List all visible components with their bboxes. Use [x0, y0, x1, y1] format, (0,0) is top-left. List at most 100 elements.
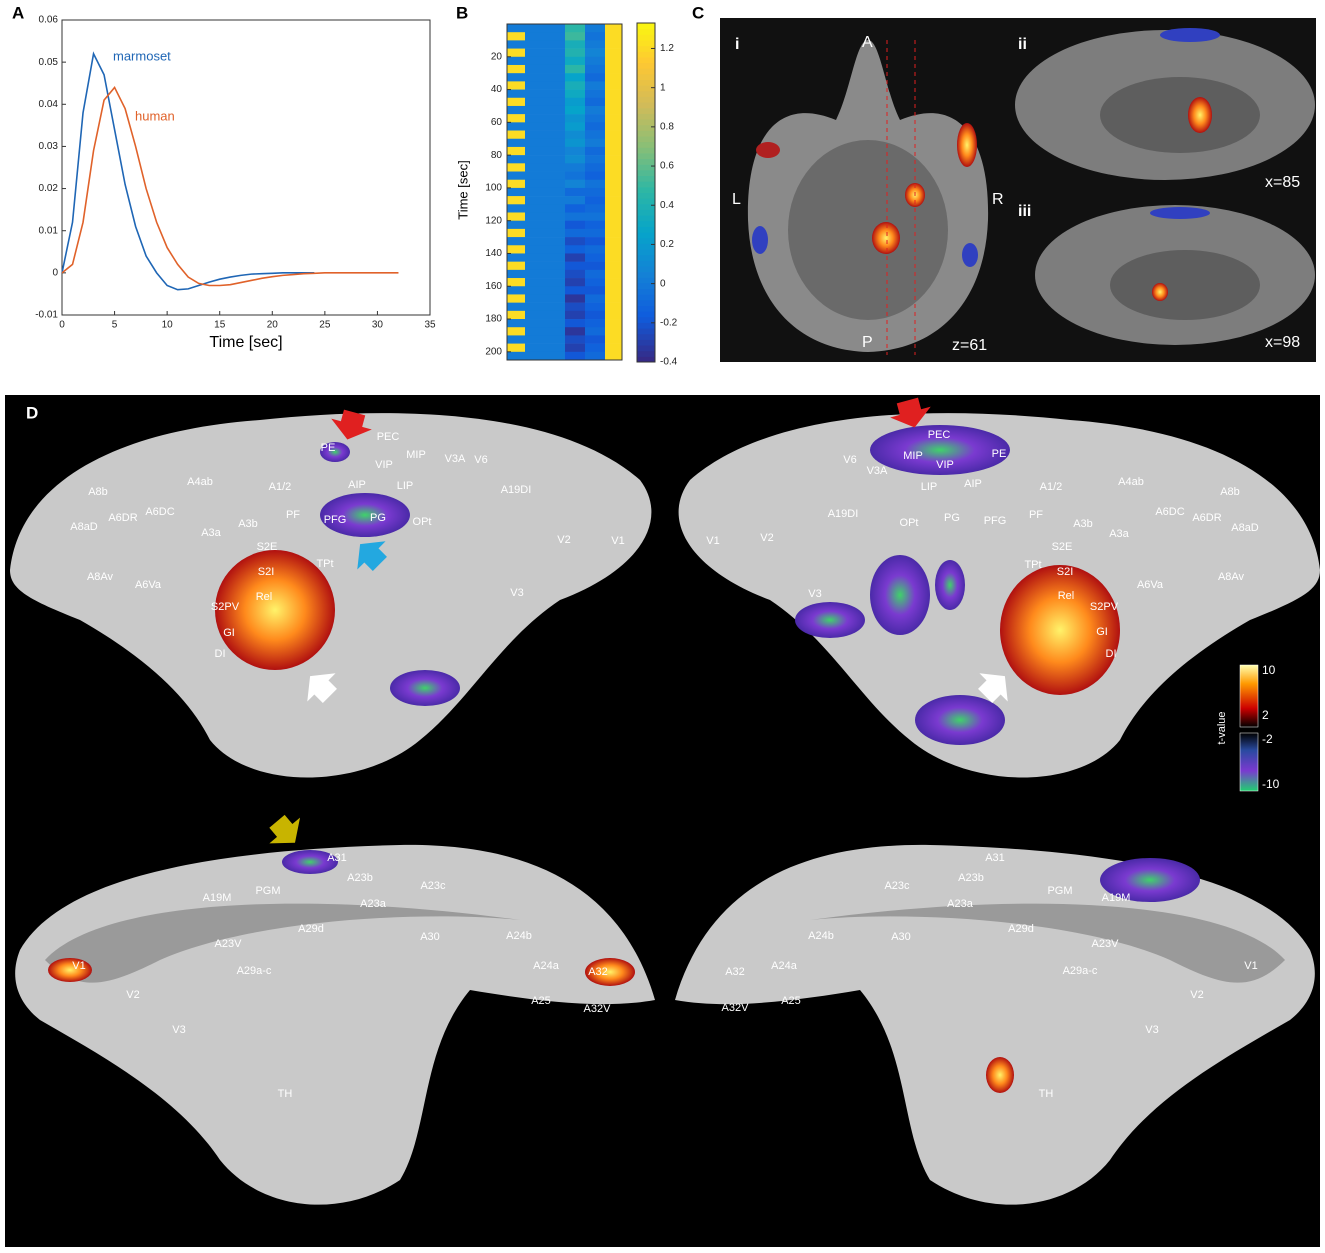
area-label: A8aD — [1231, 522, 1259, 534]
heat-cell — [525, 294, 565, 303]
area-label: PEC — [377, 431, 400, 443]
colorbar-step — [637, 333, 655, 340]
y-tick-label: 0.06 — [39, 15, 59, 26]
colorbar-step — [637, 260, 655, 267]
heat-cell — [585, 343, 605, 353]
colorbar-step — [637, 141, 655, 148]
area-label: A23a — [360, 898, 387, 910]
heat-cell — [605, 32, 622, 41]
heat-cell — [525, 24, 565, 33]
heat-cell — [585, 196, 605, 205]
heat-cell — [507, 278, 525, 287]
heat-cell — [605, 146, 622, 156]
heat-cell — [565, 122, 585, 131]
heat-cell — [565, 24, 585, 33]
area-label: A25 — [781, 995, 801, 1007]
heat-cell — [605, 105, 622, 115]
heat-cell — [605, 179, 622, 189]
area-label: AIP — [348, 479, 366, 491]
heat-cell — [605, 237, 622, 246]
area-label: TH — [278, 1088, 293, 1100]
heat-cell — [585, 138, 605, 148]
heat-cell — [605, 228, 622, 238]
heat-cell — [605, 89, 622, 99]
area-label: DI — [1106, 648, 1117, 660]
heat-cell — [525, 335, 565, 344]
area-label: A31 — [985, 852, 1005, 864]
heat-cell — [585, 179, 605, 189]
heat-cell — [605, 64, 622, 74]
colorbar-step — [637, 51, 655, 58]
area-label: A6DR — [108, 512, 137, 524]
area-label: A32V — [722, 1002, 750, 1014]
y-tick-label: 60 — [491, 117, 503, 128]
colorbar-step — [637, 311, 655, 318]
area-label: S2PV — [1090, 601, 1119, 613]
heat-cell — [565, 204, 585, 213]
heat-cell — [525, 351, 565, 361]
heat-cell — [525, 220, 565, 230]
heat-cell — [525, 73, 565, 82]
area-label: A24b — [506, 930, 532, 942]
heat-cell — [507, 97, 525, 107]
heat-cell — [605, 261, 622, 271]
colorbar-step — [637, 220, 655, 227]
heat-cell — [585, 261, 605, 271]
area-label: MIP — [406, 449, 426, 461]
area-label: V3A — [445, 453, 466, 465]
area-label: A6DC — [145, 506, 174, 518]
heat-cell — [525, 179, 565, 189]
y-tick-label: 0.01 — [39, 225, 59, 236]
heat-cell — [525, 97, 565, 107]
heat-cell — [605, 163, 622, 172]
y-tick-label: 80 — [491, 150, 503, 161]
colorbar-step — [637, 96, 655, 103]
area-label: LIP — [921, 481, 938, 493]
heat-cell — [585, 335, 605, 344]
colorbar-step — [637, 271, 655, 278]
heat-cell — [565, 228, 585, 238]
heat-cell — [525, 114, 565, 123]
heat-cell — [565, 327, 585, 336]
area-label: A6Va — [135, 579, 162, 591]
area-label: V2 — [1190, 989, 1203, 1001]
heat-cell — [525, 286, 565, 295]
heat-cell — [525, 302, 565, 312]
activations — [48, 425, 1200, 1093]
y-tick-label: 0.03 — [39, 141, 59, 152]
heat-cell — [565, 220, 585, 230]
area-label: A30 — [420, 931, 440, 943]
heat-cell — [507, 220, 525, 230]
colorbar-step — [637, 339, 655, 346]
plot-frame — [61, 19, 431, 316]
area-label: OPt — [900, 517, 919, 529]
heat-cell — [525, 155, 565, 164]
heat-cell — [585, 122, 605, 131]
heat-cell — [507, 89, 525, 99]
heat-cell — [507, 56, 525, 66]
colorbar-step — [637, 130, 655, 137]
colorbar-step — [637, 345, 655, 352]
heat-cell — [525, 56, 565, 66]
heat-cell — [585, 351, 605, 361]
heat-cell — [605, 114, 622, 123]
y-tick-label: 120 — [485, 215, 502, 226]
area-label: Rel — [1058, 590, 1075, 602]
colorbar-frame — [636, 22, 656, 363]
heat-cell — [507, 40, 525, 49]
heat-cell — [605, 122, 622, 131]
heat-cell — [605, 319, 622, 328]
heat-cell — [585, 171, 605, 181]
heat-cell — [525, 130, 565, 140]
colorbar-step — [637, 249, 655, 256]
heat-cell — [507, 105, 525, 115]
heat-cell — [605, 327, 622, 336]
series-line — [61, 51, 315, 291]
colorbar-tick-label: -2 — [1262, 732, 1273, 746]
area-label: A23b — [958, 872, 984, 884]
heat-cell — [585, 278, 605, 287]
area-label: AIP — [964, 478, 982, 490]
area-label: A23V — [1092, 938, 1120, 950]
area-label: V3 — [510, 587, 523, 599]
area-label: A23a — [947, 898, 974, 910]
